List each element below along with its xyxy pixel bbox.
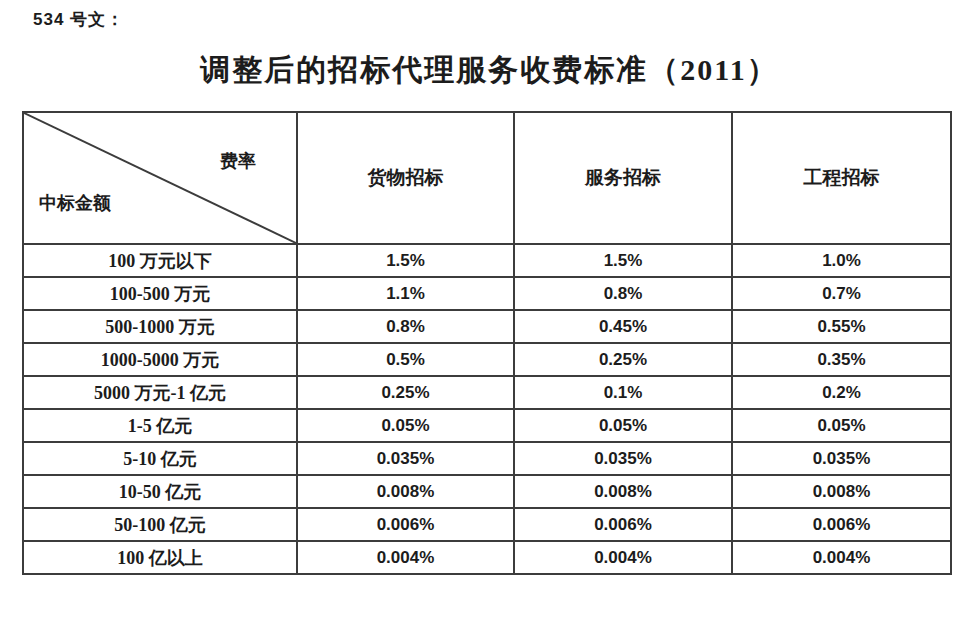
column-header-engineering: 工程招标 xyxy=(732,112,951,244)
row-label: 100 万元以下 xyxy=(23,244,297,277)
row-label: 10-50 亿元 xyxy=(23,475,297,508)
column-header-services: 服务招标 xyxy=(514,112,732,244)
rate-value: 0.008% xyxy=(514,475,732,508)
rate-value: 0.035% xyxy=(297,442,514,475)
doc-reference-number: 534 号文： xyxy=(33,8,124,31)
table-row: 50-100 亿元 0.006% 0.006% 0.006% xyxy=(23,508,951,541)
rate-value: 0.8% xyxy=(297,310,514,343)
row-label: 5000 万元-1 亿元 xyxy=(23,376,297,409)
table-row: 100 万元以下 1.5% 1.5% 1.0% xyxy=(23,244,951,277)
table-row: 100-500 万元 1.1% 0.8% 0.7% xyxy=(23,277,951,310)
rate-value: 0.006% xyxy=(732,508,951,541)
table-row: 10-50 亿元 0.008% 0.008% 0.008% xyxy=(23,475,951,508)
rate-value: 0.25% xyxy=(297,376,514,409)
rate-value: 0.45% xyxy=(514,310,732,343)
rate-value: 0.5% xyxy=(297,343,514,376)
rate-value: 0.004% xyxy=(732,541,951,574)
rate-value: 1.0% xyxy=(732,244,951,277)
table-row: 1000-5000 万元 0.5% 0.25% 0.35% xyxy=(23,343,951,376)
row-label: 100 亿以上 xyxy=(23,541,297,574)
row-label: 1-5 亿元 xyxy=(23,409,297,442)
rate-value: 0.1% xyxy=(514,376,732,409)
rate-value: 0.8% xyxy=(514,277,732,310)
table-row: 500-1000 万元 0.8% 0.45% 0.55% xyxy=(23,310,951,343)
table-row: 5000 万元-1 亿元 0.25% 0.1% 0.2% xyxy=(23,376,951,409)
rate-value: 0.05% xyxy=(732,409,951,442)
table-header-row: 费率 中标金额 货物招标 服务招标 工程招标 xyxy=(23,112,951,244)
table-row: 5-10 亿元 0.035% 0.035% 0.035% xyxy=(23,442,951,475)
row-label: 50-100 亿元 xyxy=(23,508,297,541)
document-page: 534 号文： 调整后的招标代理服务收费标准（2011） 费率 中标金额 货物招… xyxy=(0,0,979,629)
rate-value: 0.7% xyxy=(732,277,951,310)
table-row: 100 亿以上 0.004% 0.004% 0.004% xyxy=(23,541,951,574)
rate-value: 0.05% xyxy=(514,409,732,442)
rate-value: 0.2% xyxy=(732,376,951,409)
diagonal-divider-line xyxy=(24,113,296,243)
rate-value: 1.5% xyxy=(297,244,514,277)
corner-label-amount: 中标金额 xyxy=(39,191,111,215)
column-header-goods: 货物招标 xyxy=(297,112,514,244)
corner-label-rate: 费率 xyxy=(220,149,256,173)
rate-value: 0.006% xyxy=(297,508,514,541)
rate-value: 0.035% xyxy=(514,442,732,475)
rate-value: 0.006% xyxy=(514,508,732,541)
rate-value: 0.25% xyxy=(514,343,732,376)
rate-value: 0.55% xyxy=(732,310,951,343)
table-row: 1-5 亿元 0.05% 0.05% 0.05% xyxy=(23,409,951,442)
rate-value: 0.05% xyxy=(297,409,514,442)
diagonal-corner-cell: 费率 中标金额 xyxy=(23,112,297,244)
row-label: 100-500 万元 xyxy=(23,277,297,310)
fee-rate-table: 费率 中标金额 货物招标 服务招标 工程招标 100 万元以下 1.5% 1.5… xyxy=(22,111,952,575)
rate-value: 0.004% xyxy=(297,541,514,574)
rate-value: 0.008% xyxy=(297,475,514,508)
row-label: 500-1000 万元 xyxy=(23,310,297,343)
page-title: 调整后的招标代理服务收费标准（2011） xyxy=(0,50,979,91)
row-label: 5-10 亿元 xyxy=(23,442,297,475)
rate-value: 1.1% xyxy=(297,277,514,310)
rate-value: 0.035% xyxy=(732,442,951,475)
rate-value: 1.5% xyxy=(514,244,732,277)
rate-value: 0.35% xyxy=(732,343,951,376)
rate-value: 0.008% xyxy=(732,475,951,508)
row-label: 1000-5000 万元 xyxy=(23,343,297,376)
rate-value: 0.004% xyxy=(514,541,732,574)
